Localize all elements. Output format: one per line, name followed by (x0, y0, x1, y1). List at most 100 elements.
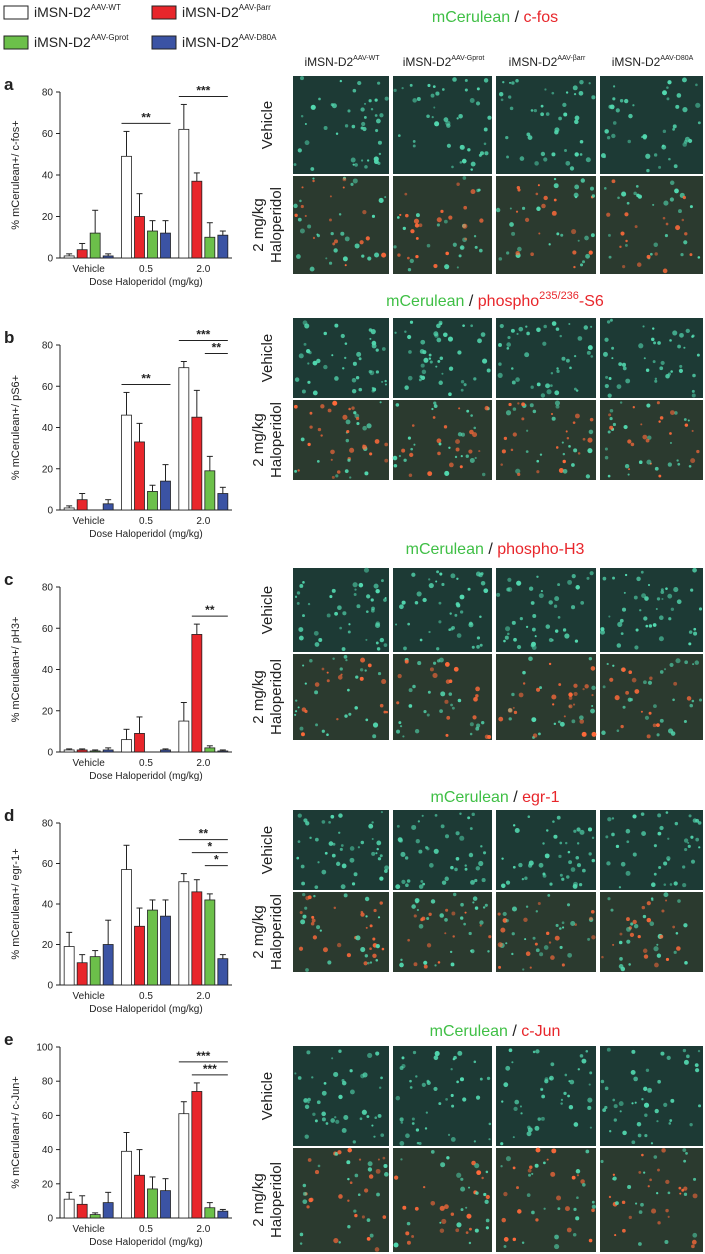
cell (438, 1102, 442, 1106)
cell (576, 1196, 579, 1200)
micrograph (600, 1148, 703, 1252)
cell (616, 729, 620, 732)
cell (572, 85, 578, 91)
cell (375, 958, 379, 962)
cell (523, 917, 528, 923)
cell (444, 876, 449, 881)
cell (561, 441, 564, 444)
cell (293, 404, 298, 409)
bar (102, 944, 114, 986)
cell (374, 98, 378, 102)
cell (355, 416, 360, 421)
cell (567, 850, 571, 854)
cell (612, 1173, 616, 1176)
cell (455, 856, 460, 861)
cell (321, 1111, 326, 1117)
cell (541, 203, 546, 209)
cell (511, 620, 516, 625)
cell (536, 470, 540, 474)
cell (648, 624, 653, 628)
cell (374, 1116, 378, 1119)
cell (638, 1210, 643, 1214)
cell (692, 1193, 698, 1199)
cell (540, 590, 543, 593)
cell (300, 114, 304, 118)
cell (407, 938, 410, 942)
cell (411, 572, 416, 577)
cell (619, 932, 623, 936)
row-label: 2 mg/kg (250, 670, 267, 723)
cell (338, 1049, 342, 1053)
cell (304, 682, 307, 685)
cell (474, 1163, 480, 1169)
cell (590, 186, 594, 191)
cell (609, 677, 614, 682)
cell (534, 635, 537, 638)
cell (377, 81, 381, 85)
significance-label: * (207, 840, 212, 854)
cell (543, 945, 549, 950)
cell (571, 605, 576, 610)
y-tick-label: 40 (42, 665, 54, 676)
cell (656, 597, 661, 601)
cell (340, 884, 346, 890)
cell (336, 717, 339, 721)
cell (566, 437, 570, 440)
cell (674, 411, 678, 415)
cell (360, 840, 365, 845)
cell (302, 914, 307, 919)
cell (631, 1102, 634, 1105)
cell (353, 592, 357, 596)
cell (622, 366, 627, 371)
cell (565, 91, 569, 94)
cell (682, 865, 686, 869)
cell (299, 228, 305, 234)
cell (434, 964, 437, 967)
y-tick-label: 20 (42, 940, 54, 951)
cell (670, 1098, 675, 1103)
cell (497, 942, 503, 948)
column-header: iMSN-D2AAV-βarr (509, 55, 586, 69)
column-label: iMSN-D2 (305, 55, 354, 69)
cell (381, 347, 386, 351)
cell (590, 666, 596, 671)
cell (444, 932, 447, 935)
cell (384, 458, 389, 463)
micrograph (600, 892, 703, 972)
cell (511, 367, 514, 370)
cell (347, 630, 351, 634)
cell (326, 733, 329, 737)
cell (679, 1192, 682, 1195)
cell (635, 185, 639, 188)
bar (147, 230, 158, 259)
cell (691, 389, 695, 393)
cell (314, 885, 319, 890)
cell (540, 1087, 544, 1092)
cell (584, 235, 589, 241)
cell (414, 223, 420, 228)
cell (501, 449, 506, 454)
cell (689, 253, 693, 257)
cell (678, 209, 682, 214)
cell (459, 161, 463, 164)
cell (430, 899, 436, 904)
cell (621, 362, 627, 367)
column-header: iMSN-D2AAV-WT (305, 55, 381, 69)
cell (574, 184, 580, 190)
cell (676, 946, 681, 951)
bar (191, 180, 203, 259)
cell (640, 570, 644, 574)
cell (293, 203, 298, 209)
cell (307, 442, 311, 447)
row-label: Vehicle (259, 1072, 276, 1120)
cell (481, 1176, 484, 1180)
cell (483, 1192, 487, 1197)
cell (342, 611, 347, 616)
cell (371, 821, 374, 824)
cell (426, 943, 432, 948)
cell (563, 1091, 567, 1096)
cell (304, 214, 307, 218)
micrograph (496, 654, 596, 740)
cell (436, 438, 442, 444)
cell (305, 968, 309, 972)
